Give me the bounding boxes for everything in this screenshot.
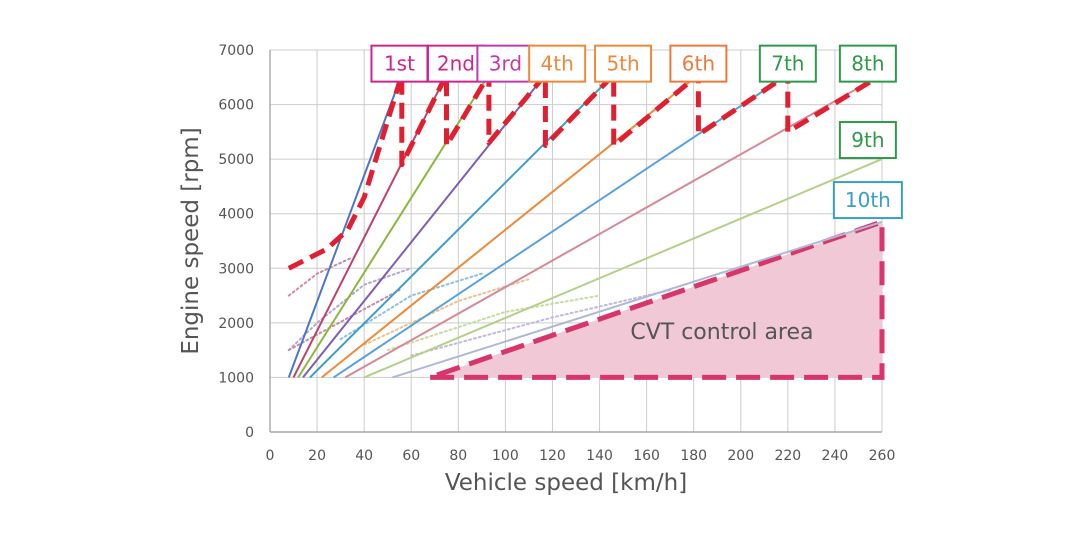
gear-label-text: 4th [541,52,574,76]
dotted-curve [287,256,354,297]
y-tick-label: 2000 [218,316,254,332]
gear-label-5th: 5th [594,44,653,83]
gear-line-7th [344,73,883,379]
gear-labels: 1st 2nd 3rd 4th 5th 6th 7th 8th 9th 10th [370,44,903,220]
cvt-area-polygon [429,218,885,380]
gear-label-box [832,181,903,220]
gear-label-text: 9th [851,128,884,152]
gear-label-9th: 9th [838,121,897,160]
gear-label-box [838,121,897,160]
gear-line-10th [392,220,883,379]
shift-line [287,72,884,271]
cvt-area-label: CVT control area [630,320,813,345]
x-tick-label: 120 [539,448,566,464]
gear-label-3rd: 3rd [476,44,535,83]
x-tick-label: 20 [308,448,326,464]
gear-label-box [838,44,897,83]
gear-label-1st: 1st [370,44,429,83]
gear-line-4th [309,73,615,379]
gear-label-10th: 10th [832,181,903,220]
gear-label-box [528,44,587,83]
cvt-control-area: CVT control area [429,218,885,380]
gear-label-box [426,44,485,83]
gear-label-text: 2nd [437,52,475,76]
gear-label-text: 7th [771,52,804,76]
y-axis-title: Engine speed [rpm] [178,127,204,354]
gear-label-text: 10th [845,188,891,212]
x-axis-title: Vehicle speed [km/h] [445,470,687,496]
shift-line-path [287,72,884,271]
gear-label-4th: 4th [528,44,587,83]
gear-label-2nd: 2nd [426,44,485,83]
dotted-curve [386,294,601,352]
gear-line-9th [363,158,883,379]
dotted-curve [287,289,401,352]
x-tick-label: 180 [680,448,707,464]
x-tick-label: 60 [402,448,420,464]
x-tick-label: 220 [774,448,801,464]
y-tick-label: 7000 [218,43,254,59]
gear-line-5th [321,73,700,379]
y-tick-label: 0 [245,425,254,441]
gear-label-text: 5th [606,52,639,76]
dotted-curve [287,267,413,352]
x-tick-label: 0 [266,448,275,464]
axes: 0 20 40 60 80 100 120 140 160 180 200 220 240 260 0 100… [218,43,895,464]
x-tick-label: 260 [869,448,896,464]
gear-label-6th: 6th [669,44,728,83]
gear-line-1st [287,74,403,378]
x-tick-label: 140 [586,448,613,464]
y-tick-label: 1000 [218,370,254,386]
x-tick-label: 40 [355,448,373,464]
y-tick-label: 6000 [218,98,254,114]
dotted-curve [410,289,672,357]
x-tick-label: 240 [822,448,849,464]
gear-line-3rd [297,74,490,378]
x-tick-label: 80 [449,448,467,464]
y-tick-label: 3000 [218,261,254,277]
x-tick-label: 100 [492,448,519,464]
y-tick-label: 5000 [218,152,254,168]
gear-label-box [669,44,728,83]
gear-label-8th: 8th [838,44,897,83]
gear-label-text: 8th [851,52,884,76]
gear-label-7th: 7th [758,44,817,83]
dotted-curve [363,278,530,346]
x-tick-label: 200 [727,448,754,464]
gear-label-text: 6th [682,52,715,76]
x-tick-label: 160 [633,448,660,464]
gear-label-box [758,44,817,83]
gear-label-box [594,44,653,83]
y-tick-label: 4000 [218,207,254,223]
gear-line-3rd-b [302,73,547,379]
gear-label-text: 3rd [489,52,522,76]
gear-label-text: 1st [384,52,415,76]
